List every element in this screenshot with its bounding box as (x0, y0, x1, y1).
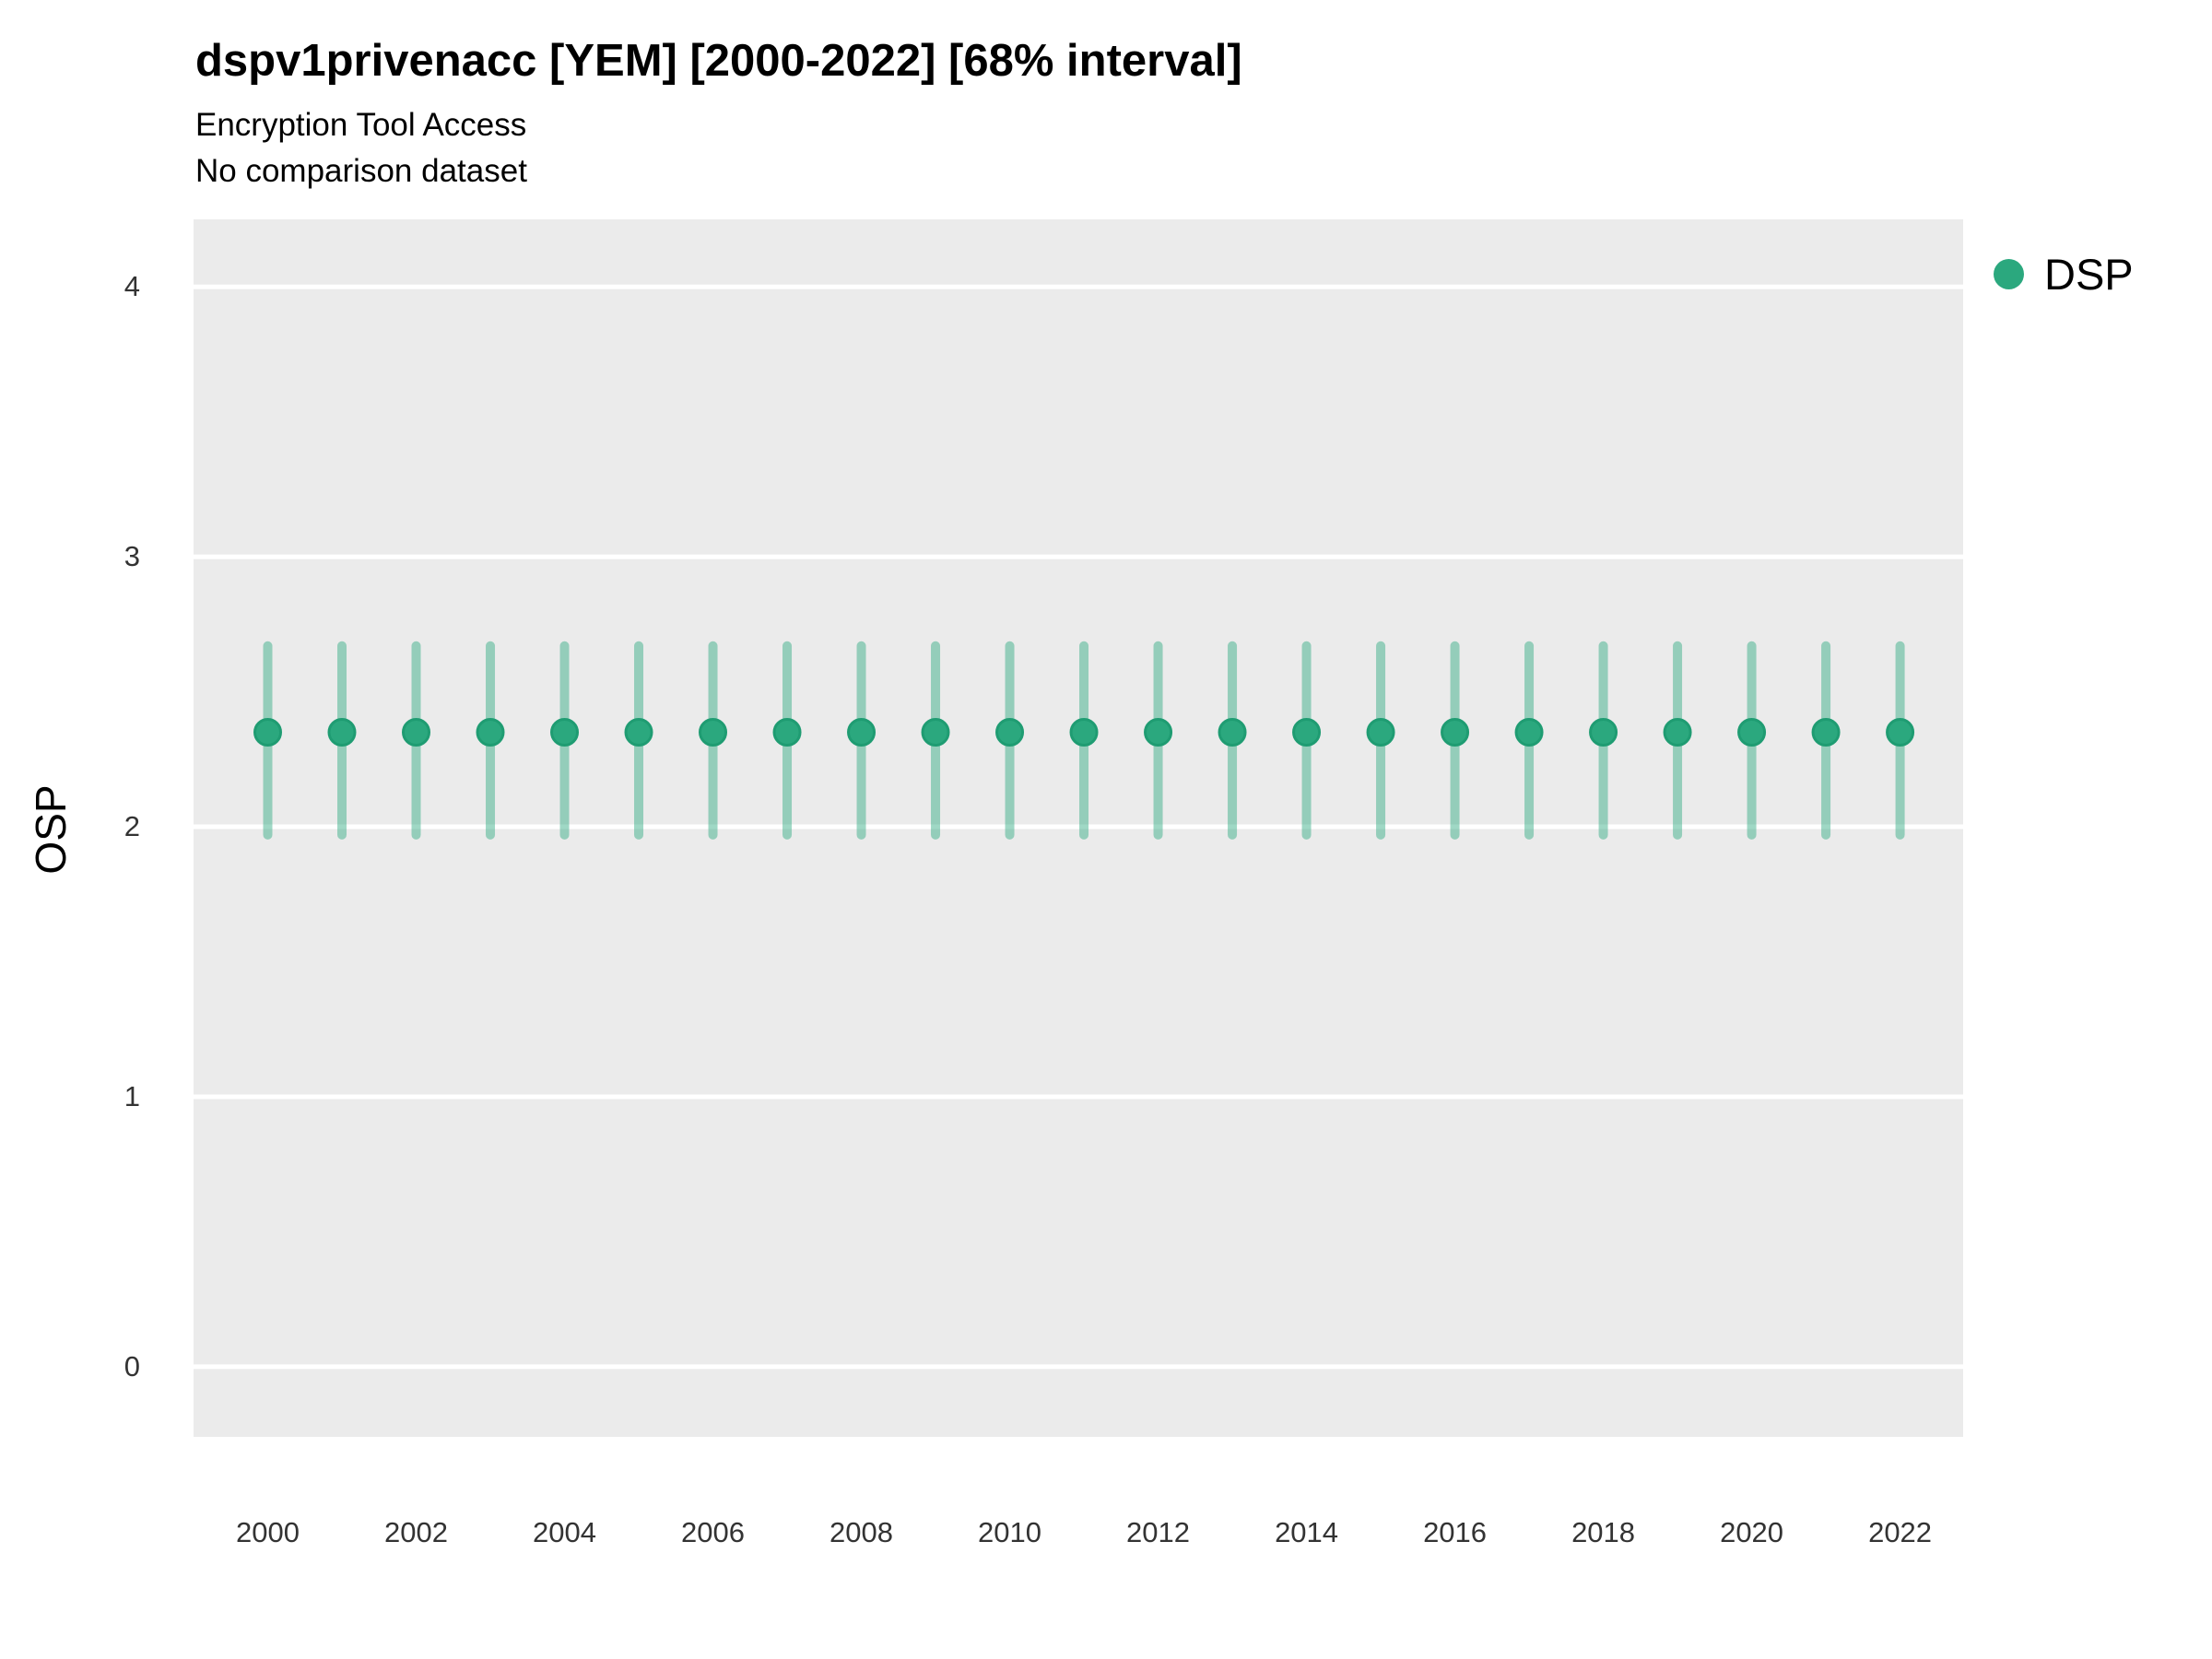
data-point-2022 (1886, 718, 1915, 747)
x-tick-label-2014: 2014 (1275, 1516, 1339, 1548)
data-point-2007 (772, 718, 802, 747)
chart-header: dspv1privenacc [YEM] [2000-2022] [68% in… (195, 35, 1242, 191)
x-tick-label-2010: 2010 (978, 1516, 1042, 1548)
y-tick-label-1: 1 (124, 1079, 140, 1112)
data-point-2013 (1218, 718, 1247, 747)
y-tick-label-0: 0 (124, 1349, 140, 1382)
data-point-2003 (476, 718, 505, 747)
plot-panel (194, 219, 1963, 1437)
x-tick-label-2020: 2020 (1720, 1516, 1784, 1548)
data-point-2011 (1069, 718, 1099, 747)
data-point-2004 (550, 718, 580, 747)
x-tick-label-2012: 2012 (1126, 1516, 1191, 1548)
chart-note: No comparison dataset (195, 153, 527, 190)
data-point-2012 (1144, 718, 1173, 747)
data-point-2015 (1366, 718, 1395, 747)
data-point-2020 (1737, 718, 1767, 747)
y-tick-label-2: 2 (124, 810, 140, 843)
x-tick-label-2018: 2018 (1571, 1516, 1636, 1548)
plot-canvas (194, 284, 1963, 1370)
chart-title: dspv1privenacc [YEM] [2000-2022] [68% in… (195, 36, 1242, 86)
data-point-2010 (995, 718, 1025, 747)
data-point-2016 (1441, 718, 1470, 747)
x-tick-label-2008: 2008 (830, 1516, 893, 1548)
legend-point-swatch (1994, 259, 2024, 289)
legend-label: DSP (2044, 250, 2134, 299)
data-point-2005 (624, 718, 653, 747)
data-point-2009 (921, 718, 950, 747)
data-point-2006 (699, 718, 728, 747)
chart-subtitle: Encryption Tool Access (195, 107, 527, 143)
x-tick-label-2004: 2004 (533, 1516, 596, 1548)
data-point-2017 (1514, 718, 1544, 747)
x-tick-label-2016: 2016 (1423, 1516, 1488, 1548)
x-tick-label-2000: 2000 (236, 1516, 300, 1548)
data-point-2021 (1811, 718, 1841, 747)
data-point-2019 (1663, 718, 1692, 747)
data-point-2001 (327, 718, 357, 747)
x-tick-label-2022: 2022 (1868, 1516, 1933, 1548)
data-point-2008 (847, 718, 877, 747)
x-tick-label-2002: 2002 (384, 1516, 448, 1548)
x-tick-label-2006: 2006 (681, 1516, 745, 1548)
legend: DSP (1994, 249, 2134, 300)
data-point-2014 (1292, 718, 1322, 747)
data-point-2000 (253, 718, 283, 747)
y-tick-label-3: 3 (124, 540, 140, 573)
data-point-2018 (1589, 718, 1618, 747)
data-point-2002 (402, 718, 431, 747)
y-tick-label-4: 4 (124, 270, 140, 303)
